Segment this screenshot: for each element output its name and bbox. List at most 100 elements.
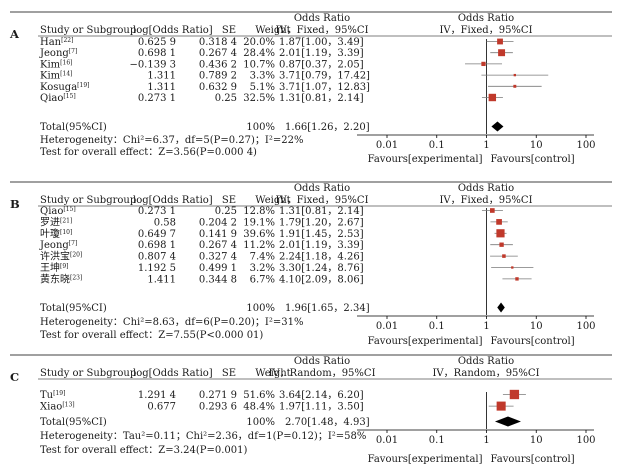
study-se: 0.499 1 [199,263,237,274]
study-marker [496,401,506,411]
study-ci: 2.01[1.19，3.39] [279,240,364,251]
study-se: 0.267 4 [199,240,237,251]
header-ci-bottom: IV，Fixed，95%CI [275,25,368,36]
study-weight: 32.5% [243,93,275,104]
study-ref: [10] [60,229,72,236]
study-marker [499,242,504,247]
heterogeneity-text: Heterogeneity：Chi²=8.63，df=6(P=0.20)；I²=… [40,317,303,328]
study-weight: 7.4% [250,252,275,263]
study-logor: 0.625 9 [138,37,176,48]
study-ci: 1.79[1.20，2.67] [279,217,364,228]
study-logor: 1.192 5 [138,263,176,274]
study-se: 0.25 [215,93,237,104]
study-weight: 28.4% [243,48,275,59]
study-se: 0.25 [215,206,237,217]
study-marker [496,219,502,225]
x-tick-label: 100 [576,435,595,446]
heterogeneity-text: Heterogeneity：Chi²=6.37，df=5(P=0.27)；I²=… [40,135,303,146]
study-ref: [21] [60,217,72,224]
total-label: Total(95%CI) [40,417,107,428]
heterogeneity-text: Heterogeneity：Tau²=0.11；Chi²=2.36，df=1(P… [40,431,366,442]
header-plot-bottom: IV，Random，95%CI [432,368,539,379]
x-tick-label: 1 [483,321,489,332]
study-name: 罗进[21] [40,216,72,228]
study-name: 叶瓊[10] [40,227,72,240]
study-se: 0.267 4 [199,48,237,59]
study-se: 0.271 9 [199,390,237,401]
study-logor: 0.649 7 [138,229,176,240]
overall-effect-text: Test for overall effect：Z=3.56(P=0.000 4… [40,147,257,158]
total-ci: 2.70[1.48，4.93] [285,417,370,428]
study-se: 0.789 2 [199,71,237,82]
x-tick-label: 0.1 [429,435,445,446]
overall-effect-text: Test for overall effect：Z=7.55(P<0.000 0… [40,330,263,341]
study-se: 0.318 4 [199,37,237,48]
favours-left: Favours[experimental] [368,154,483,165]
header-plot-top: Odds Ratio [458,356,514,367]
header-plot-top: Odds Ratio [458,183,514,194]
study-name: Kim[16] [40,59,72,70]
study-marker [497,38,503,45]
panel-label-b: B [10,197,20,211]
study-name-text: 许洪宝 [40,250,70,263]
study-name-text: Han [40,37,62,48]
header-ci-top: Odds Ratio [294,13,350,24]
header-se: SE [222,25,236,36]
study-marker [498,49,506,57]
favours-right: Favours[control] [491,454,575,465]
header-study: Study or Subgroup [40,195,136,206]
header-study: Study or Subgroup [40,25,136,36]
study-logor: 1.311 [147,82,176,93]
study-marker [481,61,486,67]
study-marker [509,389,520,400]
favours-left: Favours[experimental] [368,454,483,465]
study-weight: 5.1% [250,82,275,93]
study-ci: 1.91[1.45，2.53] [279,229,364,240]
study-name-text: Kosuga [40,82,77,93]
header-weight: Weight [255,25,290,36]
study-name-text: 叶瓊 [40,227,60,240]
study-se: 0.141 9 [199,229,237,240]
study-ci: 4.10[2.09，8.06] [279,274,364,285]
study-se: 0.327 4 [199,252,237,263]
overall-effect-text: Test for overall effect：Z=3.24(P=0.001) [40,445,248,456]
study-ref: [22] [61,37,73,44]
header-plot-top: Odds Ratio [458,13,514,24]
header-ci-top: Odds Ratio [294,183,350,194]
study-name-text: Jeong [39,48,69,59]
study-name: Kim[14] [40,71,72,82]
header-ci-top: Odds Ratio [294,356,350,367]
study-ref: [20] [70,252,82,259]
total-label: Total(95%CI) [40,303,107,314]
total-diamond [491,121,504,132]
study-se: 0.632 9 [199,82,237,93]
study-logor: 0.698 1 [138,240,176,251]
study-weight: 20.0% [243,37,275,48]
header-logor: log[Odds Ratio] [133,25,213,36]
study-ci: 1.97[1.11，3.50] [279,402,364,413]
header-se: SE [222,368,236,379]
study-weight: 10.7% [243,59,275,70]
header-plot-bottom: IV，Fixed，95%CI [439,25,532,36]
study-logor: 0.807 4 [138,252,176,263]
study-marker [513,73,517,77]
study-name-text: Xiao [40,402,62,413]
study-ref: [15] [63,206,75,213]
study-ci: 2.01[1.19，3.39] [279,48,364,59]
study-weight: 11.2% [243,240,275,251]
x-tick-label: 10 [530,140,543,151]
study-marker [513,84,517,88]
study-ci: 1.31[0.81，2.14] [279,93,364,104]
study-ref: [19] [53,390,65,397]
study-ref: [14] [60,71,72,78]
panel-label-c: C [10,370,19,384]
study-name: Xiao[13] [40,402,75,413]
x-tick-label: 1 [483,140,489,151]
header-logor: log[Odds Ratio] [133,195,213,206]
study-se: 0.204 2 [199,217,237,228]
total-weight: 100% [246,122,275,133]
study-ref: [15] [63,93,75,100]
study-se: 0.344 8 [199,274,237,285]
header-plot-bottom: IV，Fixed，95%CI [439,195,532,206]
